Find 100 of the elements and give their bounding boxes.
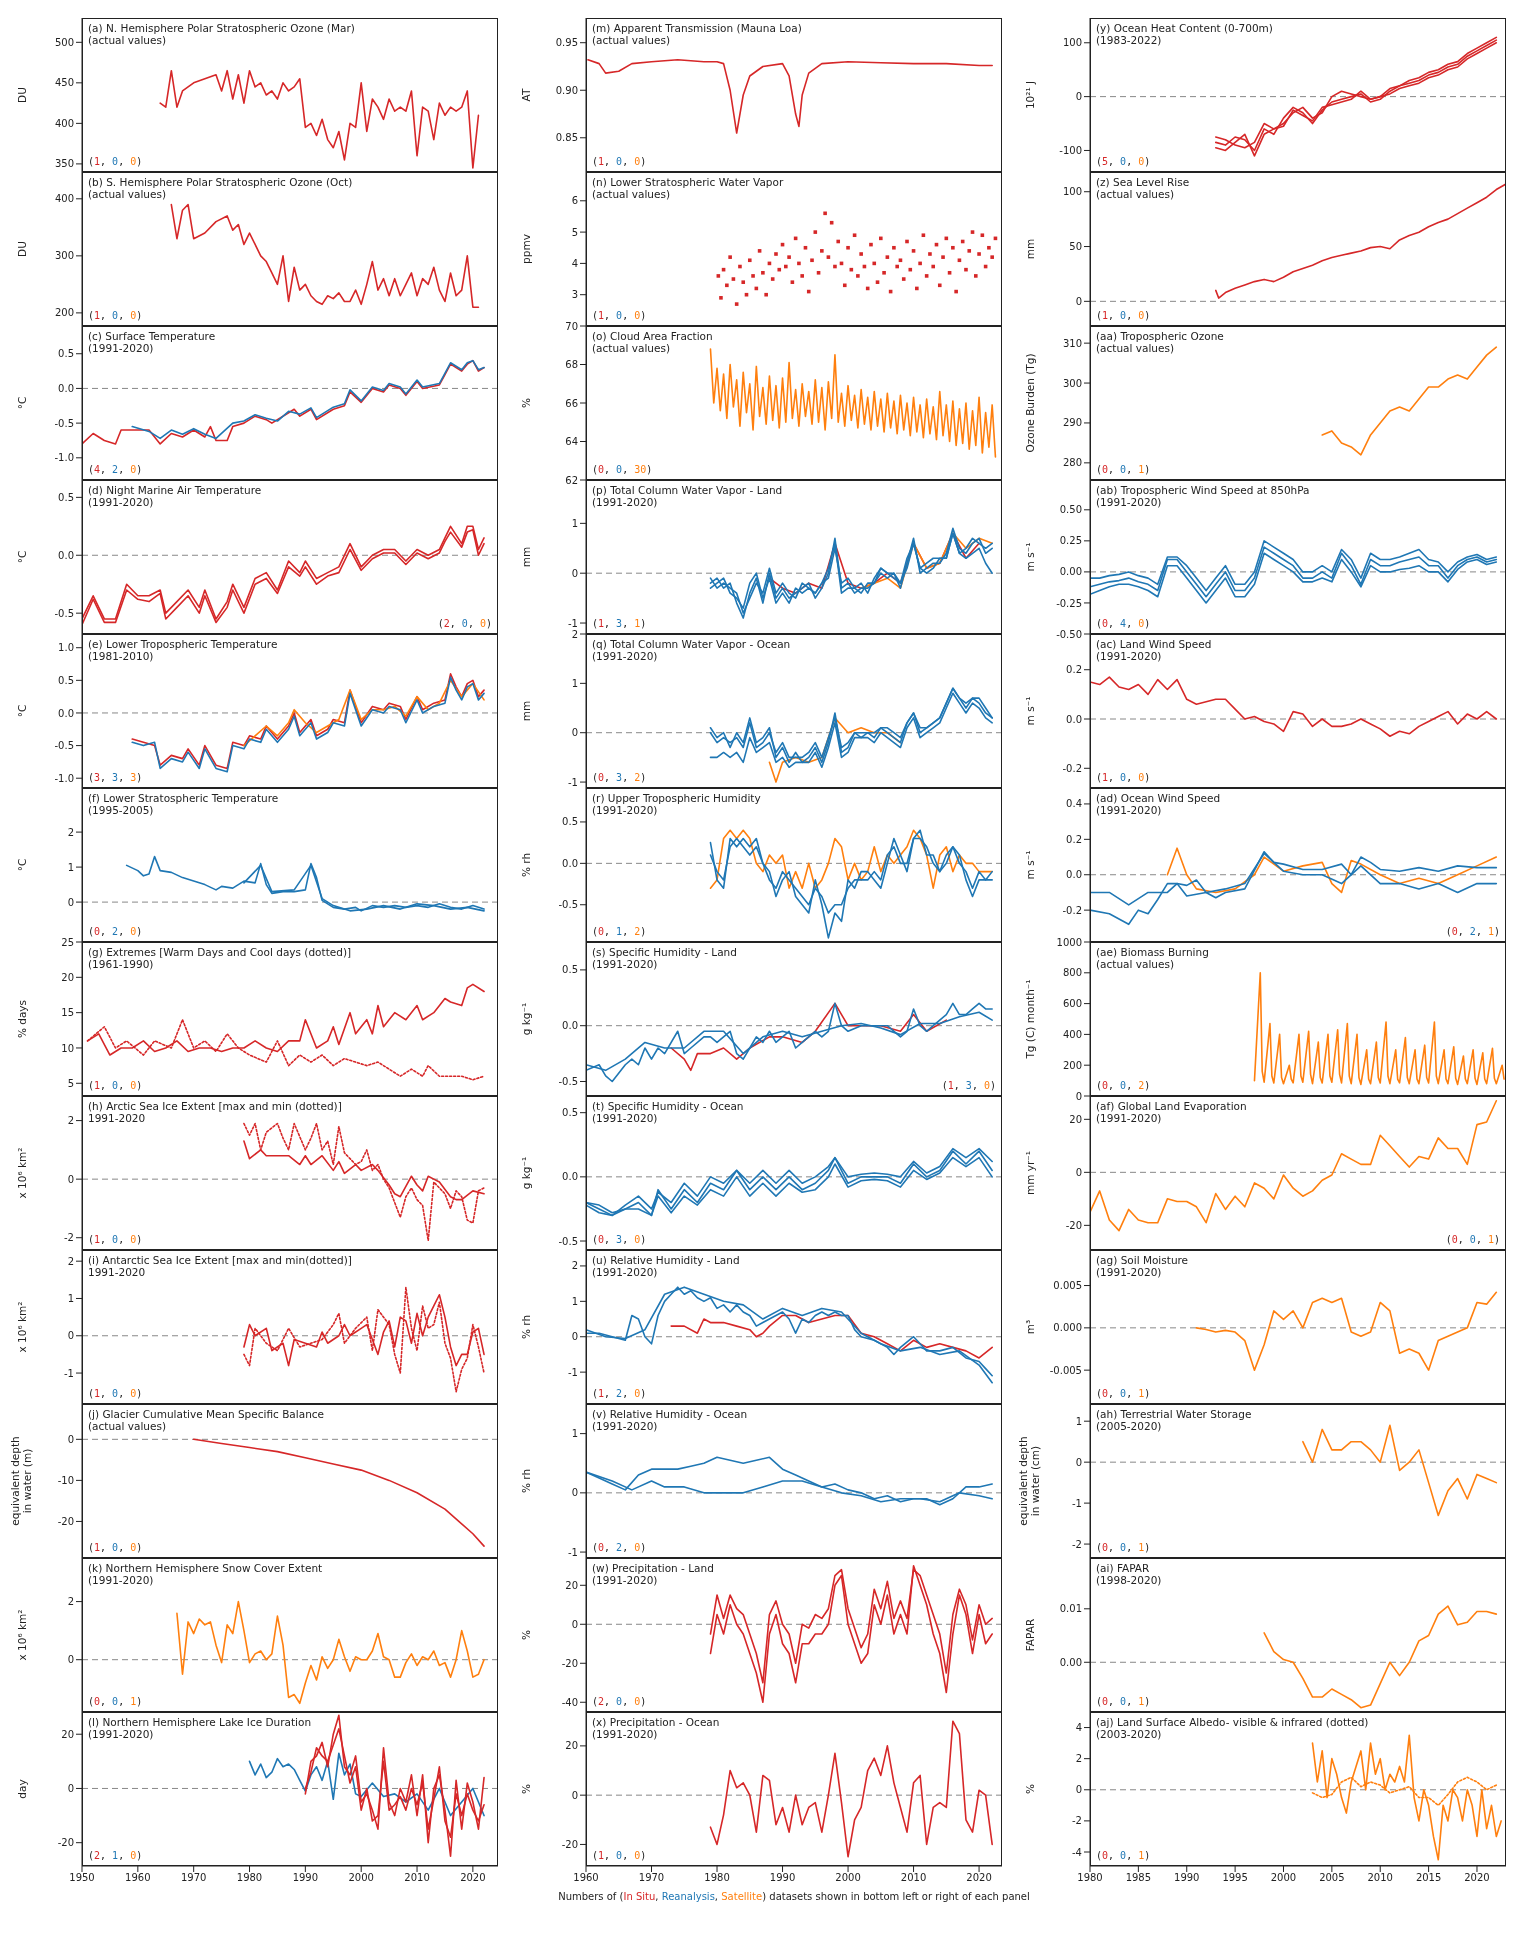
- y-tick-label: 68: [565, 359, 578, 371]
- chart-title: (ah) Terrestrial Water Storage: [1096, 1408, 1252, 1420]
- text: (1998-2020): [1096, 1574, 1162, 1586]
- y-tick-label: 0: [67, 1654, 74, 1666]
- y-tick-label: 290: [1062, 417, 1082, 429]
- y-axis-title: g kg⁻¹: [520, 1002, 532, 1036]
- chart-title: (u) Relative Humidity - Land: [592, 1254, 740, 1266]
- annotation: (1, 0, 0): [88, 1080, 143, 1091]
- chart-title: (n) Lower Stratospheric Water Vapor: [592, 176, 784, 188]
- y-axis-title: mm: [520, 700, 532, 722]
- y-tick-label: 20: [565, 1579, 578, 1591]
- chart-title: (q) Total Column Water Vapor - Ocean: [592, 638, 791, 650]
- y-tick-label: -0.2: [1062, 904, 1082, 916]
- chart-title: (b) S. Hemisphere Polar Stratospheric Ozone (Oct): [88, 176, 353, 188]
- y-tick-label: 200: [54, 307, 74, 319]
- annotation: (3, 3, 3): [88, 772, 143, 783]
- text: 1991-2020: [88, 1112, 147, 1124]
- y-axis-title: % days: [16, 999, 28, 1039]
- text: (1991-2020): [592, 1266, 659, 1278]
- y-tick-label: 200: [1062, 1059, 1082, 1071]
- x-tick-label: 2010: [900, 1872, 927, 1884]
- y-tick-label: -0.5: [558, 1235, 578, 1247]
- y-tick-label: 0: [1075, 295, 1082, 307]
- annotation: (1, 0, 0): [88, 1234, 143, 1245]
- annotation: (1, 0, 0): [88, 310, 143, 321]
- annotation: (1, 3, 1): [592, 618, 647, 629]
- text: (1991-2020): [592, 1420, 659, 1432]
- text: (1995-2005): [88, 804, 155, 816]
- chart-title: (s) Specific Humidity - Land: [592, 946, 737, 958]
- y-tick-label: 6: [571, 195, 578, 207]
- x-tick-label: 2020: [1464, 1872, 1490, 1884]
- annotation: (0, 0, 1): [1096, 464, 1151, 475]
- y-tick-label: 25: [61, 936, 74, 948]
- y-tick-label: 0: [1075, 1090, 1082, 1102]
- y-tick-label: -0.5: [54, 607, 74, 619]
- y-axis-title: % rh: [520, 1468, 532, 1494]
- chart-title: (d) Night Marine Air Temperature: [88, 484, 262, 496]
- y-tick-label: -0.2: [1062, 762, 1082, 774]
- y-tick-label: -2: [1072, 1815, 1082, 1827]
- y-tick-label: -1: [64, 1367, 74, 1379]
- y-tick-label: 2: [67, 1596, 74, 1608]
- y-tick-label: 1: [67, 1293, 74, 1305]
- y-tick-label: 0.0: [1066, 713, 1082, 725]
- y-tick-label: 0.85: [555, 132, 578, 144]
- y-tick-label: 0.25: [1059, 535, 1082, 547]
- y-tick-label: 300: [54, 250, 74, 262]
- text: (1991-2020): [1096, 496, 1163, 508]
- annotation: (1, 0, 0): [592, 310, 647, 321]
- annotation: (0, 0, 30): [592, 464, 653, 475]
- y-axis-title: % rh: [520, 1314, 532, 1340]
- x-tick-label: 1990: [292, 1872, 319, 1884]
- y-tick-label: 0.000: [1053, 1322, 1082, 1334]
- y-tick-label: 300: [1062, 377, 1082, 389]
- y-tick-label: 400: [54, 117, 74, 129]
- chart-title: (ad) Ocean Wind Speed: [1096, 792, 1221, 804]
- y-tick-label: 1000: [1056, 936, 1082, 948]
- y-tick-label: 0.0: [1066, 869, 1082, 881]
- chart-title: (y) Ocean Heat Content (0-700m): [1096, 22, 1273, 34]
- chart-title: (f) Lower Stratospheric Temperature: [88, 792, 279, 804]
- y-tick-label: -2: [1072, 1538, 1082, 1550]
- y-axis-title: °C: [16, 858, 28, 872]
- annotation: (0, 2, 0): [88, 926, 143, 937]
- y-tick-label: 0.90: [555, 84, 578, 96]
- x-tick-label: 2020: [966, 1872, 992, 1884]
- y-tick-label: -1: [568, 1546, 578, 1558]
- text: (1991-2020): [592, 496, 659, 508]
- annotation: (4, 2, 0): [88, 464, 143, 475]
- annotation: (1, 0, 0): [592, 1850, 647, 1861]
- x-tick-label: 1970: [638, 1872, 665, 1884]
- y-tick-label: 2: [571, 1260, 578, 1272]
- y-axis-title: m s⁻¹: [1024, 696, 1036, 726]
- y-tick-label: -20: [1065, 1219, 1082, 1231]
- annotation: (1, 0, 0): [88, 1542, 143, 1553]
- y-tick-label: 0.005: [1053, 1280, 1082, 1292]
- y-tick-label: 0.5: [562, 1107, 578, 1119]
- x-tick-label: 2000: [835, 1872, 861, 1884]
- y-tick-label: 50: [1069, 241, 1082, 253]
- y-tick-label: 0.0: [562, 857, 578, 869]
- y-tick-label: 0.0: [58, 549, 74, 561]
- chart-title: (t) Specific Humidity - Ocean: [592, 1100, 744, 1112]
- y-tick-label: 0.5: [562, 964, 578, 976]
- chart-title: (g) Extremes [Warm Days and Cool days (dotted)]: [88, 946, 352, 958]
- chart-title: (l) Northern Hemisphere Lake Ice Duration: [88, 1716, 312, 1728]
- annotation: (1, 3, 0): [941, 1080, 996, 1091]
- chart-title: (aj) Land Surface Albedo- visible & infrared (dotted): [1096, 1716, 1369, 1728]
- annotation: (0, 2, 0): [592, 1542, 647, 1553]
- y-tick-label: 1.0: [58, 642, 74, 654]
- y-tick-label: 0: [1075, 1456, 1082, 1468]
- y-tick-label: 20: [61, 971, 74, 983]
- y-axis-title: equivalent depth in water (m): [9, 1436, 33, 1526]
- text: (1981-2010): [88, 650, 155, 662]
- text: Numbers of (In Situ, Reanalysis, Satellite) datasets shown in bottom left or right of each panel: [558, 1891, 1030, 1902]
- chart-title: (w) Precipitation - Land: [592, 1562, 714, 1574]
- text: (2003-2020): [1096, 1728, 1163, 1740]
- y-tick-label: 0: [1075, 1166, 1082, 1178]
- y-tick-label: 1: [571, 1428, 578, 1440]
- y-axis-title: AT: [520, 88, 532, 102]
- chart-title: (m) Apparent Transmission (Mauna Loa): [592, 22, 802, 34]
- y-tick-label: -20: [561, 1838, 578, 1850]
- annotation: (0, 0, 1): [1096, 1696, 1151, 1707]
